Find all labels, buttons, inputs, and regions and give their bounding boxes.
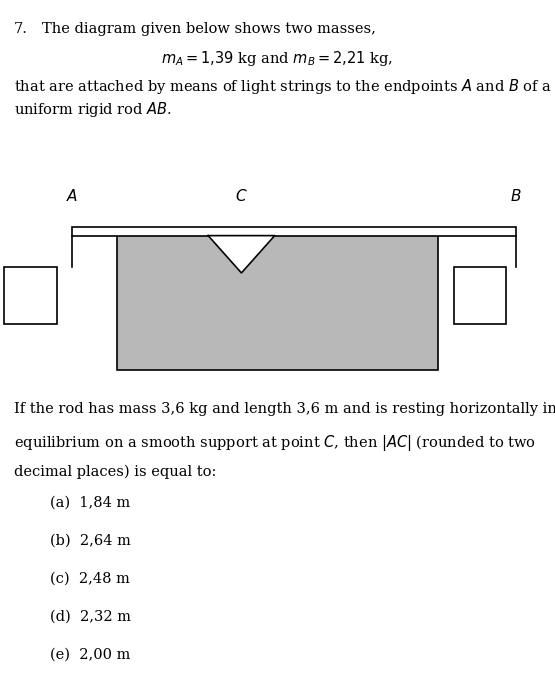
Text: (b)  2,64 m: (b) 2,64 m — [50, 534, 131, 548]
Text: $A$: $A$ — [66, 187, 78, 204]
Text: $m_A$: $m_A$ — [19, 287, 42, 304]
Text: equilibrium on a smooth support at point $C$, then $|AC|$ (rounded to two: equilibrium on a smooth support at point… — [14, 433, 536, 453]
Text: $B$: $B$ — [511, 187, 522, 204]
Text: that are attached by means of light strings to the endpoints $A$ and $B$ of a: that are attached by means of light stri… — [14, 77, 552, 96]
Bar — [454, 267, 507, 325]
Polygon shape — [208, 236, 275, 273]
Text: $m_B$: $m_B$ — [468, 287, 492, 304]
Bar — [72, 227, 516, 236]
Text: $C$: $C$ — [235, 187, 248, 204]
Text: decimal places) is equal to:: decimal places) is equal to: — [14, 464, 216, 479]
Bar — [4, 267, 57, 325]
Text: The diagram given below shows two masses,: The diagram given below shows two masses… — [42, 22, 376, 36]
Text: (a)  1,84 m: (a) 1,84 m — [50, 496, 130, 510]
Text: $m_A = 1{,}39$ kg and $m_B = 2{,}21$ kg,: $m_A = 1{,}39$ kg and $m_B = 2{,}21$ kg, — [162, 49, 393, 68]
Text: If the rod has mass 3,6 kg and length 3,6 m and is resting horizontally in: If the rod has mass 3,6 kg and length 3,… — [14, 402, 555, 416]
Text: (e)  2,00 m: (e) 2,00 m — [50, 648, 130, 662]
Text: (c)  2,48 m: (c) 2,48 m — [50, 572, 130, 586]
Text: (d)  2,32 m: (d) 2,32 m — [50, 610, 131, 624]
Text: 7.: 7. — [14, 22, 28, 36]
Bar — [117, 231, 438, 370]
Text: uniform rigid rod $AB$.: uniform rigid rod $AB$. — [14, 100, 172, 120]
